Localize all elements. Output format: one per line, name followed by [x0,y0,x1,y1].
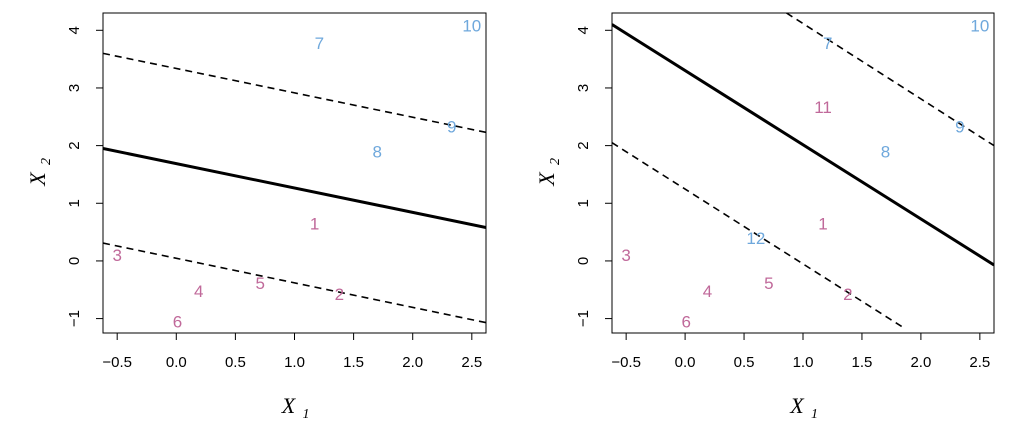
x-axis-title-subscript: 1 [811,407,818,422]
point-label: 3 [112,246,121,265]
lines-group [103,52,486,324]
point-label: 3 [621,246,630,265]
y-tick-label: 0 [66,257,83,265]
y-tick-label: −1 [575,310,592,327]
y-tick-label: −1 [66,310,83,327]
x-tick-label: 0.0 [166,354,187,371]
separating-hyperplane-line [103,147,486,229]
x-tick-label: 0.5 [734,354,755,371]
x-axis-title: X [789,393,805,418]
x-axis-title-subscript: 1 [303,407,310,422]
point-label: 2 [335,285,344,304]
y-tick-label: 4 [66,26,83,34]
x-tick-label: −0.5 [102,354,132,371]
x-tick-label: 0.5 [225,354,246,371]
point-label: 5 [764,274,773,293]
point-label: 8 [373,142,382,161]
point-label: 9 [955,118,964,137]
y-tick-label: 1 [66,199,83,207]
x-tick-label: 1.0 [793,354,814,371]
point-label: 1 [818,214,827,233]
point-label: 10 [462,17,481,36]
x-tick-label: 1.5 [852,354,873,371]
margin-line [612,142,907,330]
plot-frame [102,12,487,334]
y-tick-label: 2 [575,141,592,149]
point-label: 4 [194,282,203,301]
point-label: 9 [447,118,456,137]
point-label: 10 [970,17,989,36]
x-tick-label: 2.0 [910,354,931,371]
x-axis-title: X [281,393,297,418]
x-tick-label: 2.0 [402,354,423,371]
margin-line [103,242,486,324]
separating-hyperplane-line [612,23,994,267]
y-axis-title-subscript: 2 [39,158,54,165]
y-tick-label: 3 [66,84,83,92]
point-label: 6 [682,312,691,331]
point-label: 2 [843,285,852,304]
y-tick-label: 4 [575,26,592,34]
point-label: 7 [823,34,832,53]
point-label: 7 [315,34,324,53]
x-tick-label: 2.5 [969,354,990,371]
margin-line [103,52,486,134]
point-label: 8 [881,142,890,161]
point-label: 11 [814,98,832,117]
point-label: 12 [746,229,765,248]
y-tick-label: 3 [575,84,592,92]
y-axis-title-group: X2 [534,158,563,187]
x-tick-label: 0.0 [675,354,696,371]
y-axis-title-subscript: 2 [548,158,563,165]
x-tick-label: 2.5 [461,354,482,371]
point-label: 4 [703,282,712,301]
point-label: 5 [255,274,264,293]
y-axis-title-group: X2 [25,158,54,187]
y-axis-title: X [534,171,559,187]
x-tick-label: 1.5 [343,354,364,371]
y-axis-title: X [25,171,50,187]
lines-group [612,13,994,330]
margin-line [786,13,994,147]
y-tick-label: 1 [575,199,592,207]
y-tick-label: 0 [575,257,592,265]
point-label: 6 [173,312,182,331]
x-tick-label: −0.5 [611,354,641,371]
y-tick-label: 2 [66,141,83,149]
left-panel: 1 2 3 4 5 6 7 8 9 10 −0.5 0.0 0.5 1.0 1.5 2.0 2.5 −1 0 1 2 3 4… [25,12,487,422]
x-tick-label: 1.0 [284,354,305,371]
point-label: 1 [310,214,319,233]
